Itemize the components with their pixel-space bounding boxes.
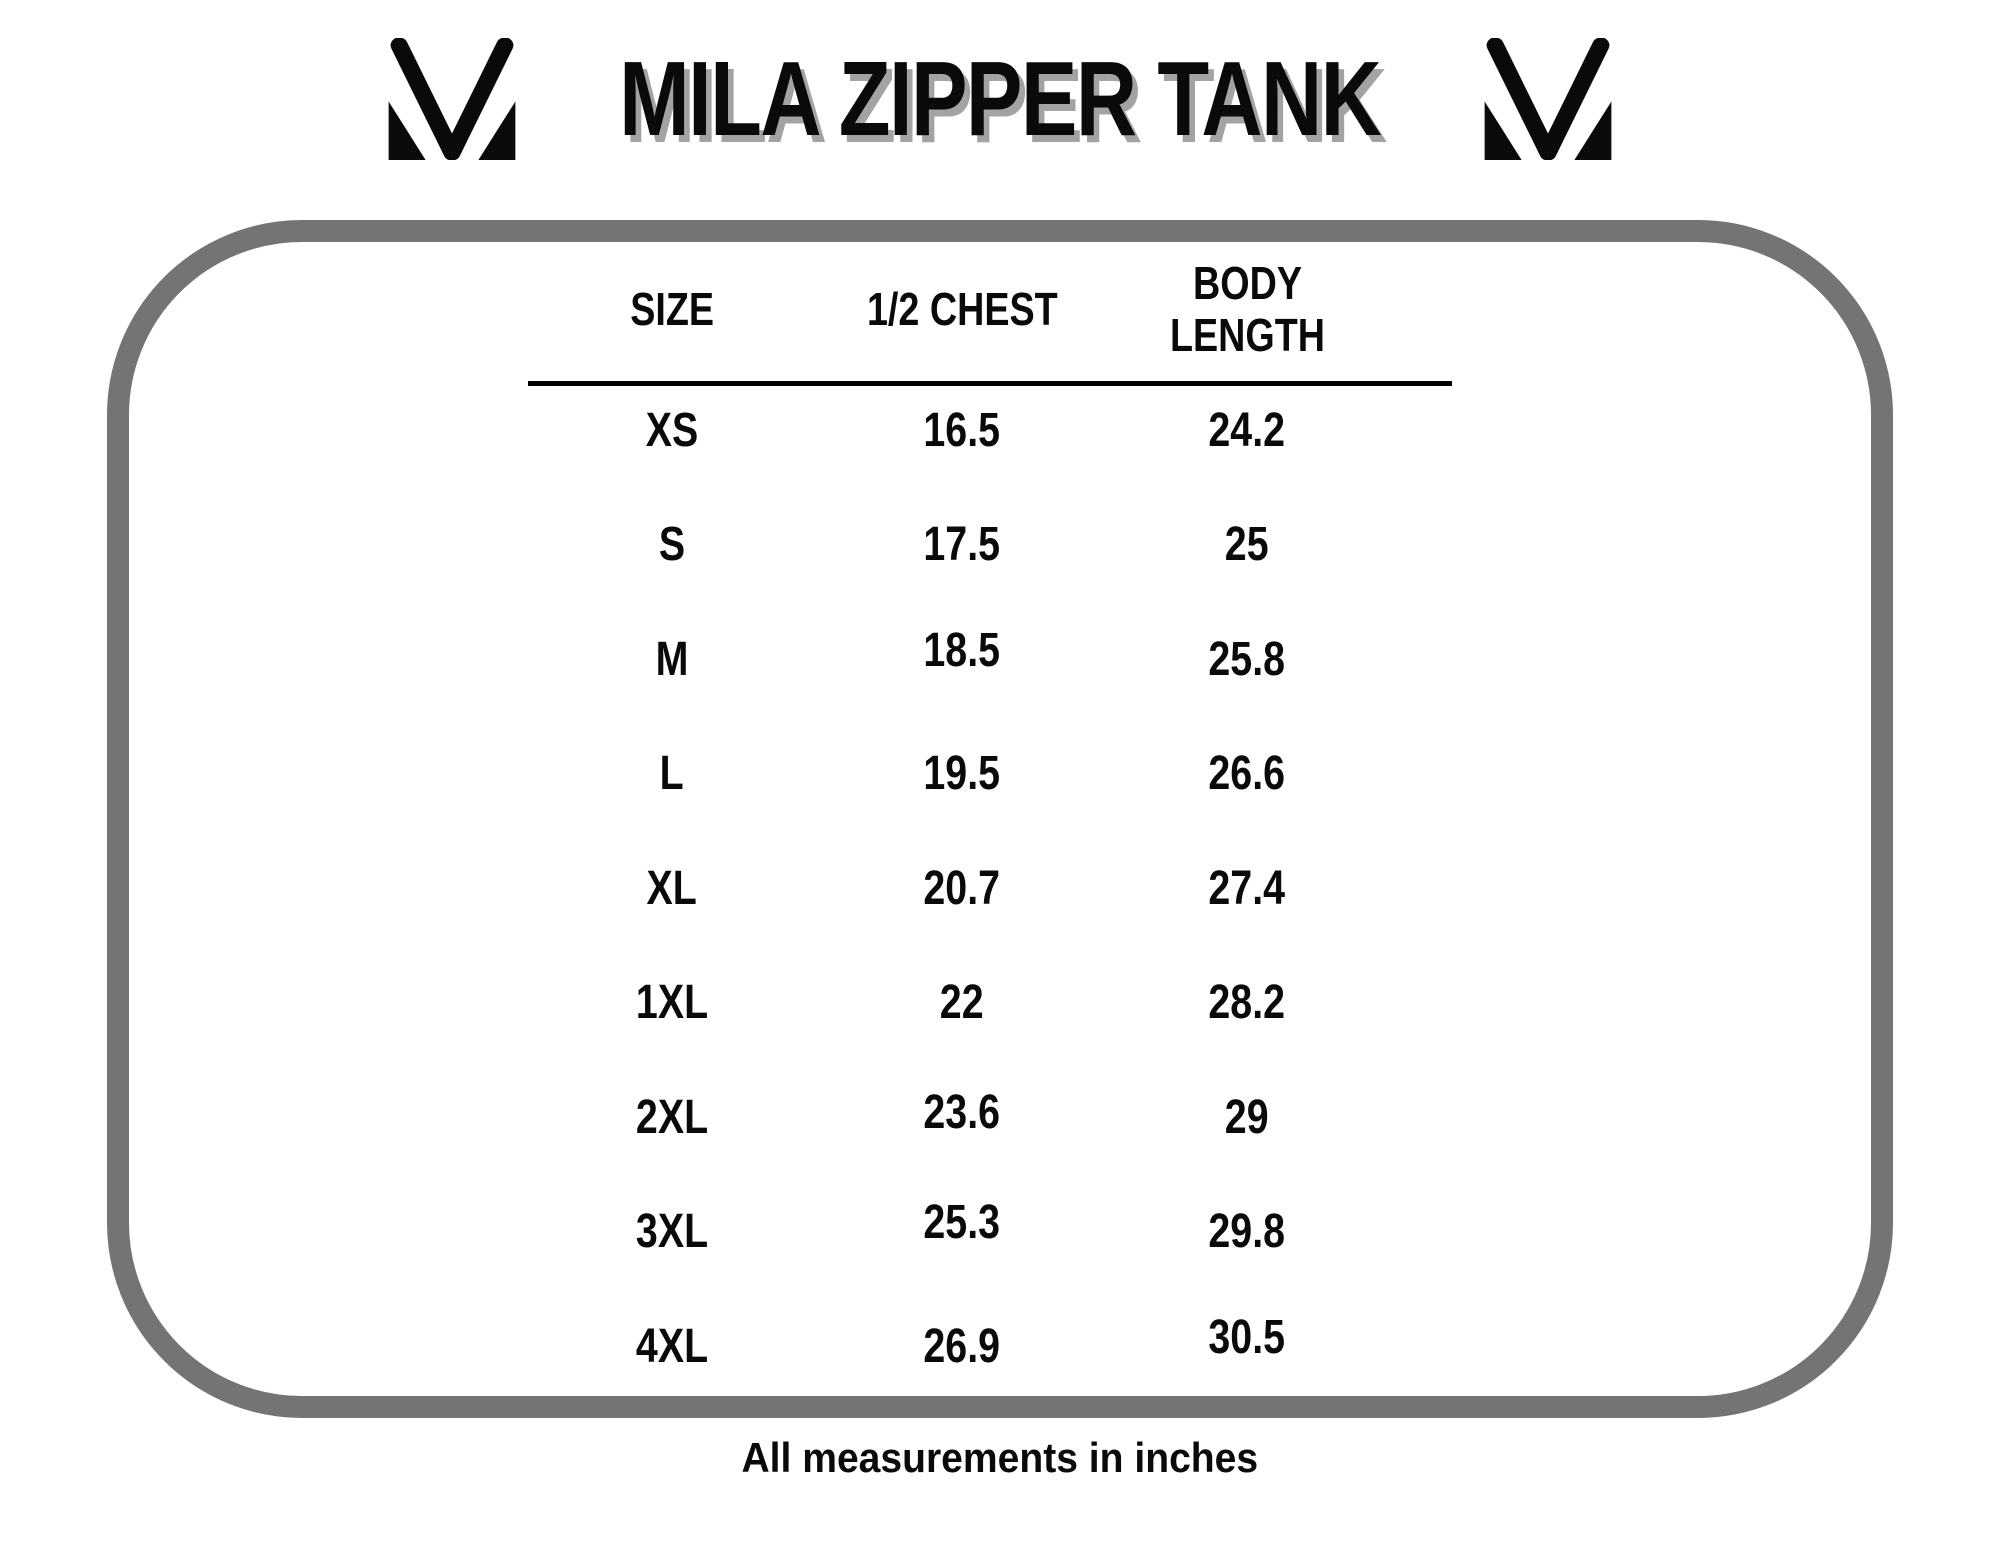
- size-table: XS 16.5 24.2 S 17.5 25 M 18.5 25.8 L 19.…: [517, 373, 1397, 1404]
- body-length-cell: 25.8: [1208, 632, 1286, 686]
- column-header-body-length: BODY LENGTH: [1169, 257, 1325, 361]
- size-cell: L: [659, 747, 685, 801]
- body-length-cell: 29.8: [1208, 1205, 1286, 1259]
- m-logo-icon: [388, 38, 516, 160]
- body-length-cell: 30.5: [1208, 1310, 1286, 1364]
- size-cell: 2XL: [635, 1090, 709, 1144]
- column-header-size: SIZE: [630, 283, 714, 336]
- body-length-cell: 29: [1225, 1090, 1269, 1144]
- half-chest-cell: 22: [940, 976, 984, 1030]
- half-chest-cell: 17.5: [923, 518, 1001, 572]
- half-chest-cell: 20.7: [923, 861, 1001, 915]
- size-chart-frame: [107, 220, 1893, 1418]
- body-length-cell: 27.4: [1208, 861, 1286, 915]
- header-underline: [528, 381, 1452, 386]
- page-title: MILA ZIPPER TANK: [619, 39, 1382, 158]
- body-length-cell: 28.2: [1208, 976, 1286, 1030]
- size-cell: S: [658, 518, 686, 572]
- size-cell: 1XL: [635, 976, 709, 1030]
- body-length-cell: 24.2: [1208, 403, 1286, 457]
- m-logo-icon: [1484, 38, 1612, 160]
- half-chest-cell: 23.6: [923, 1085, 1001, 1139]
- title-row: MILA ZIPPER TANK: [0, 24, 2000, 174]
- column-header-half-chest: 1/2 CHEST: [866, 283, 1058, 336]
- table-header-row: SIZE 1/2 CHEST BODY LENGTH: [517, 248, 1397, 372]
- body-length-cell: 26.6: [1208, 747, 1286, 801]
- size-cell: 4XL: [635, 1319, 709, 1373]
- size-cell: XS: [645, 403, 699, 457]
- half-chest-cell: 18.5: [923, 623, 1001, 677]
- measurements-note: All measurements in inches: [741, 1434, 1259, 1481]
- half-chest-cell: 25.3: [923, 1196, 1001, 1250]
- half-chest-cell: 16.5: [923, 403, 1001, 457]
- size-cell: 3XL: [635, 1205, 709, 1259]
- size-cell: XL: [646, 861, 698, 915]
- half-chest-cell: 26.9: [923, 1319, 1001, 1373]
- size-cell: M: [655, 632, 689, 686]
- half-chest-cell: 19.5: [923, 747, 1001, 801]
- body-length-cell: 25: [1225, 518, 1269, 572]
